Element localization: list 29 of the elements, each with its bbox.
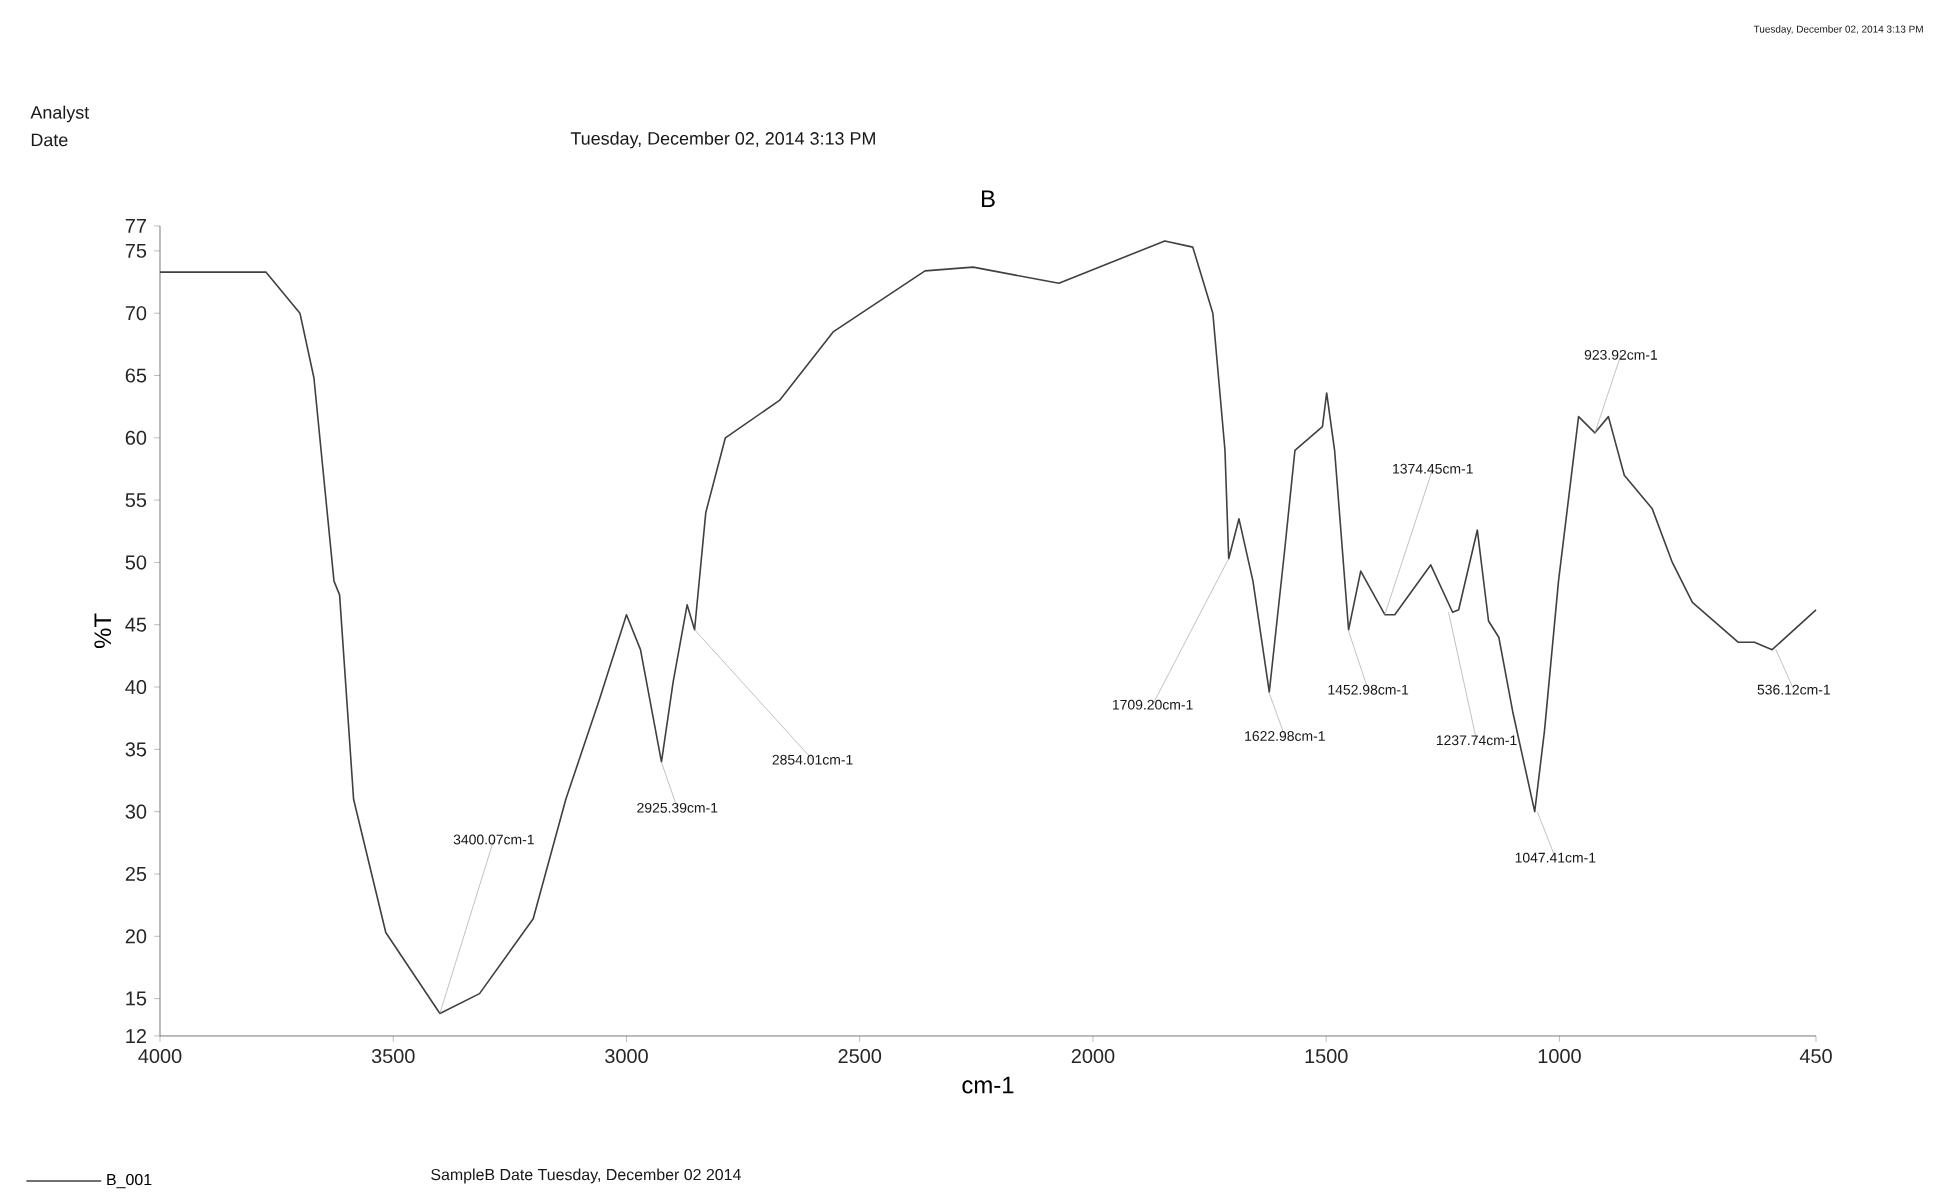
- y-tick-label: 77: [125, 219, 146, 233]
- y-tick-label: 20: [125, 929, 147, 944]
- y-tick-label: 35: [125, 742, 147, 757]
- y-tick-label: 50: [125, 555, 147, 570]
- y-tick-label: 45: [125, 617, 147, 632]
- text: Tuesday, December 02, 2014 3:13 PM: [570, 131, 875, 149]
- y-tick-label: 25: [125, 866, 147, 882]
- x-tick-label: 1000: [1538, 1049, 1581, 1064]
- text: Analyst: [30, 105, 90, 123]
- y-tick-label: 65: [125, 368, 147, 383]
- text: Date: [31, 133, 68, 147]
- x-tick-label: 4000: [138, 1049, 182, 1064]
- y-tick-label: 12: [126, 1029, 146, 1043]
- x-tick-label: 3000: [605, 1049, 648, 1064]
- x-tick-label: 2500: [838, 1049, 882, 1064]
- x-tick-label: 3500: [371, 1049, 415, 1064]
- y-tick-label: 60: [125, 430, 147, 445]
- y-tick-label: 40: [125, 680, 147, 695]
- x-axis-title: cm-1: [962, 1076, 1014, 1094]
- y-tick-label: 70: [125, 306, 147, 321]
- y-tick-label: 75: [125, 243, 147, 258]
- x-tick-label: 2000: [1071, 1049, 1115, 1064]
- x-tick-label: 450: [1799, 1049, 1832, 1064]
- y-tick-label: 30: [125, 804, 147, 819]
- y-tick-label: 55: [125, 493, 147, 508]
- x-tick-label: 1500: [1305, 1049, 1348, 1064]
- chart-title: B: [981, 190, 995, 207]
- y-axis-title: %T: [94, 613, 112, 649]
- y-tick-label: 15: [126, 991, 147, 1006]
